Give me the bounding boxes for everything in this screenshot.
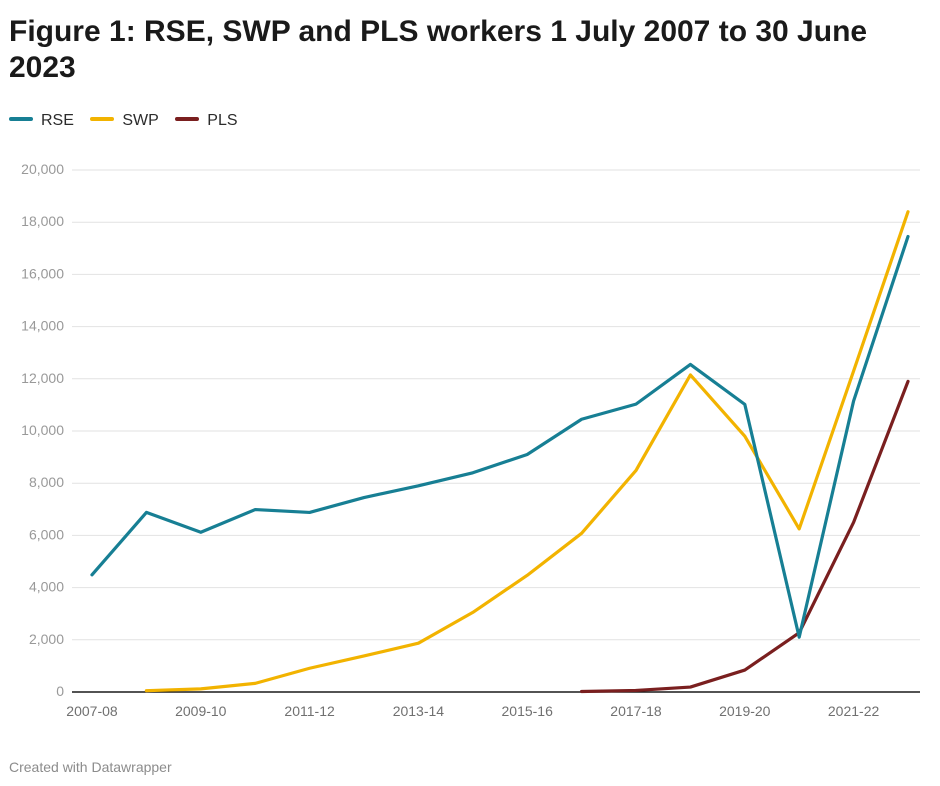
svg-text:18,000: 18,000 [21,213,64,229]
svg-text:0: 0 [56,683,64,699]
svg-text:2007-08: 2007-08 [66,703,118,719]
svg-text:8,000: 8,000 [29,474,64,490]
svg-text:4,000: 4,000 [29,579,64,595]
svg-text:6,000: 6,000 [29,526,64,542]
svg-text:2017-18: 2017-18 [610,703,662,719]
svg-text:2019-20: 2019-20 [719,703,771,719]
svg-text:12,000: 12,000 [21,370,64,386]
svg-text:10,000: 10,000 [21,422,64,438]
svg-text:2021-22: 2021-22 [828,703,880,719]
svg-text:2011-12: 2011-12 [284,703,335,719]
svg-text:2015-16: 2015-16 [502,703,554,719]
svg-text:2013-14: 2013-14 [393,703,445,719]
svg-text:2,000: 2,000 [29,631,64,647]
svg-text:2009-10: 2009-10 [175,703,227,719]
svg-text:16,000: 16,000 [21,265,64,281]
svg-text:20,000: 20,000 [21,161,64,177]
svg-text:14,000: 14,000 [21,318,64,334]
